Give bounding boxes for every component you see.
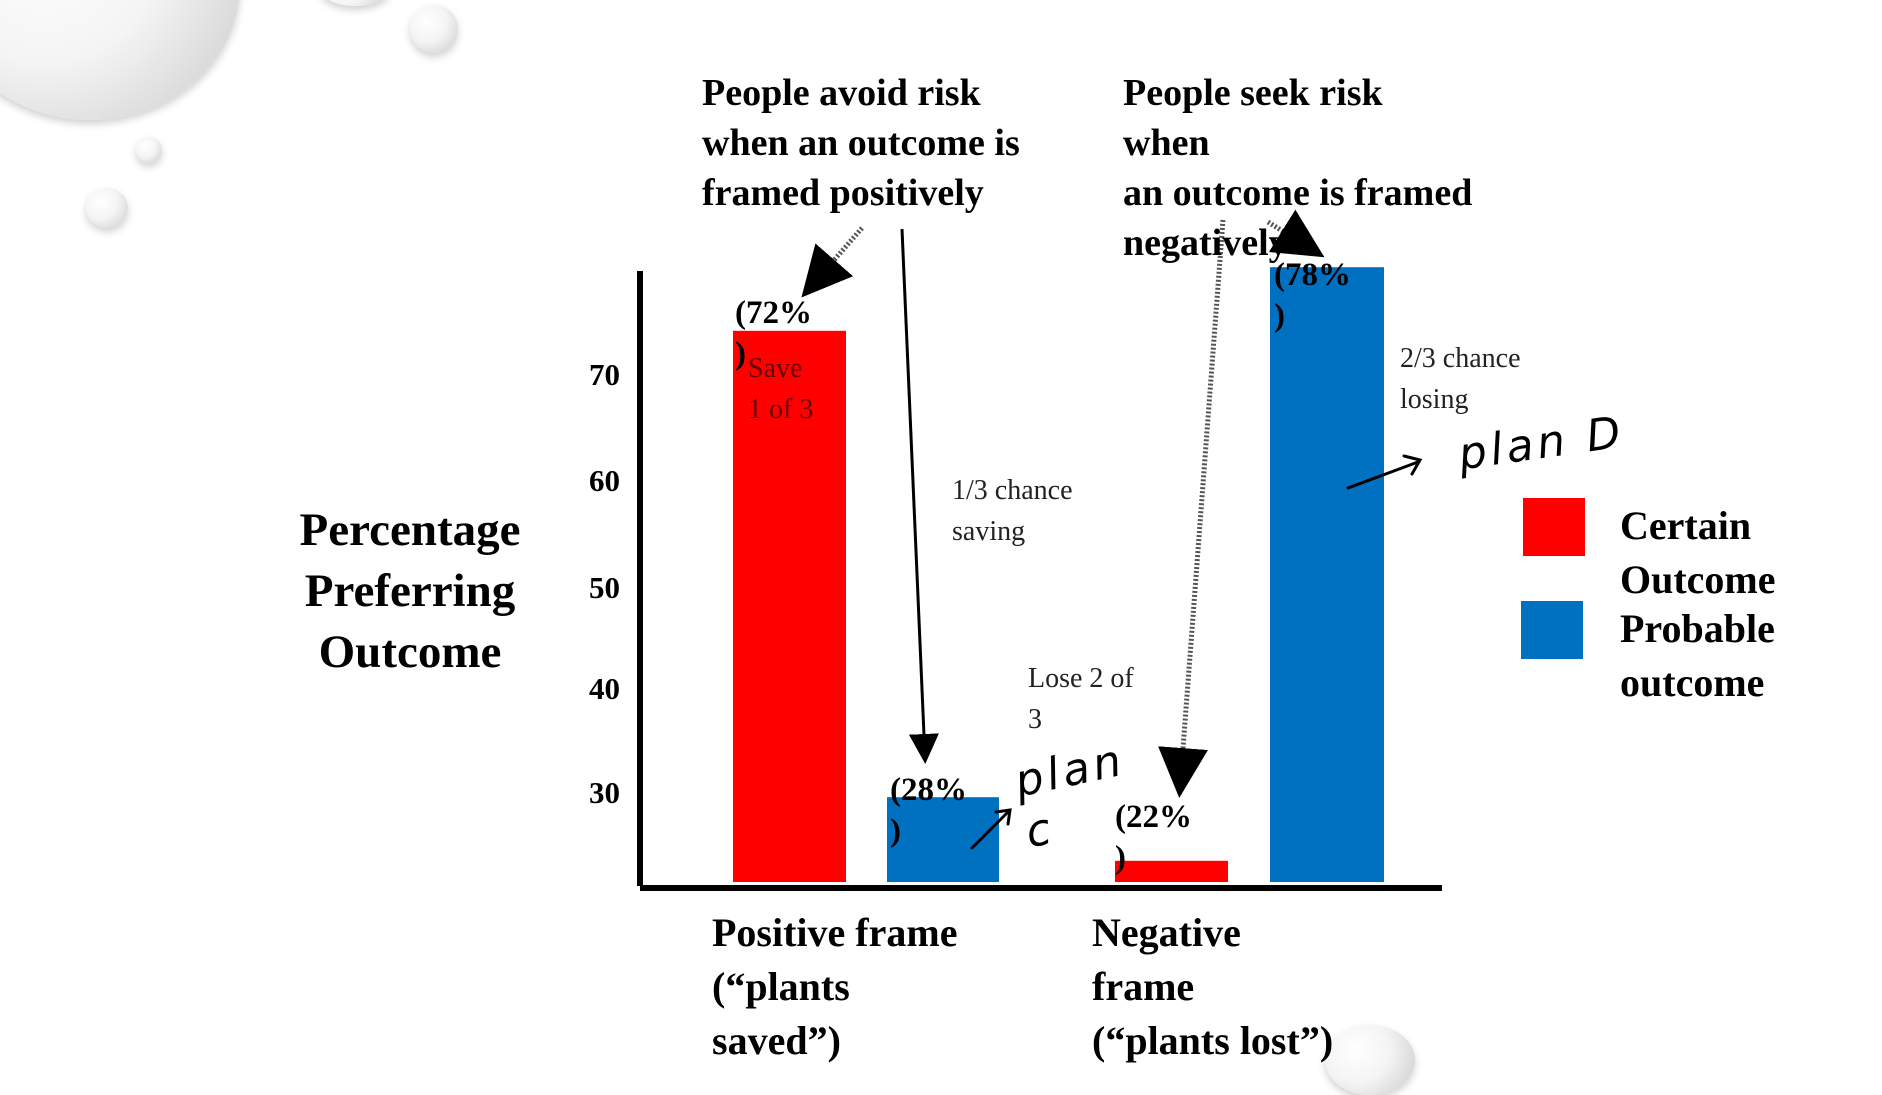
legend-label-probable: Probable outcome xyxy=(1620,606,1775,705)
bar-label-certain-negative: (22% ) xyxy=(1115,799,1192,876)
bar-label-probable-negative: (78% ) xyxy=(1274,257,1351,334)
y-tick-40: 40 xyxy=(589,671,620,706)
x-category-negative-frame: Negative frame (“plants lost”) xyxy=(1092,910,1334,1063)
bar-probable-negative xyxy=(1270,267,1384,882)
legend-swatch-probable xyxy=(1521,601,1583,659)
bar-label-probable-positive: (28% ) xyxy=(890,772,967,849)
annotation-save-1-of-3: Save 1 of 3 xyxy=(748,353,814,425)
decorative-bubble-top xyxy=(320,0,390,6)
handwritten-arrow-plan-c xyxy=(970,808,1012,850)
x-category-positive-frame: Positive frame (“plants saved”) xyxy=(712,910,958,1063)
bar-label-certain-positive: (72% ) xyxy=(735,295,812,372)
decorative-bubble-medium xyxy=(410,5,458,53)
bar-certain-negative xyxy=(1115,860,1228,882)
arrow-seek-risk-to-certain xyxy=(1158,219,1226,798)
annotation-two-third-losing: 2/3 chance losing xyxy=(1400,343,1521,415)
annotation-avoid-risk: People avoid risk when an outcome is fra… xyxy=(702,72,1020,214)
annotation-one-third-saving: 1/3 chance saving xyxy=(952,475,1073,547)
decorative-bubble-small-2 xyxy=(86,188,128,228)
legend-label-certain: Certain Outcome xyxy=(1620,503,1776,602)
y-tick-60: 60 xyxy=(589,463,620,498)
bar-chart xyxy=(637,209,1442,891)
handwritten-arrow-plan-d xyxy=(1346,454,1423,490)
y-tick-50: 50 xyxy=(589,570,620,605)
annotation-seek-risk: People seek risk when an outcome is fram… xyxy=(1123,72,1473,264)
y-axis-label: Percentage Preferring Outcome xyxy=(299,504,521,678)
y-tick-70: 70 xyxy=(589,357,620,392)
bar-certain-positive xyxy=(733,330,846,882)
y-tick-30: 30 xyxy=(589,775,620,810)
annotation-lose-2-of-3: Lose 2 of 3 xyxy=(1028,663,1134,735)
decorative-bubble-small xyxy=(136,137,162,163)
arrow-avoid-risk-to-probable xyxy=(900,228,939,764)
arrow-seek-risk-to-probable xyxy=(1266,209,1325,258)
slide: Percentage Preferring Outcome 70 60 50 4… xyxy=(0,0,1776,1095)
arrow-avoid-risk-to-certain xyxy=(801,226,864,298)
legend-swatch-certain xyxy=(1523,498,1585,556)
